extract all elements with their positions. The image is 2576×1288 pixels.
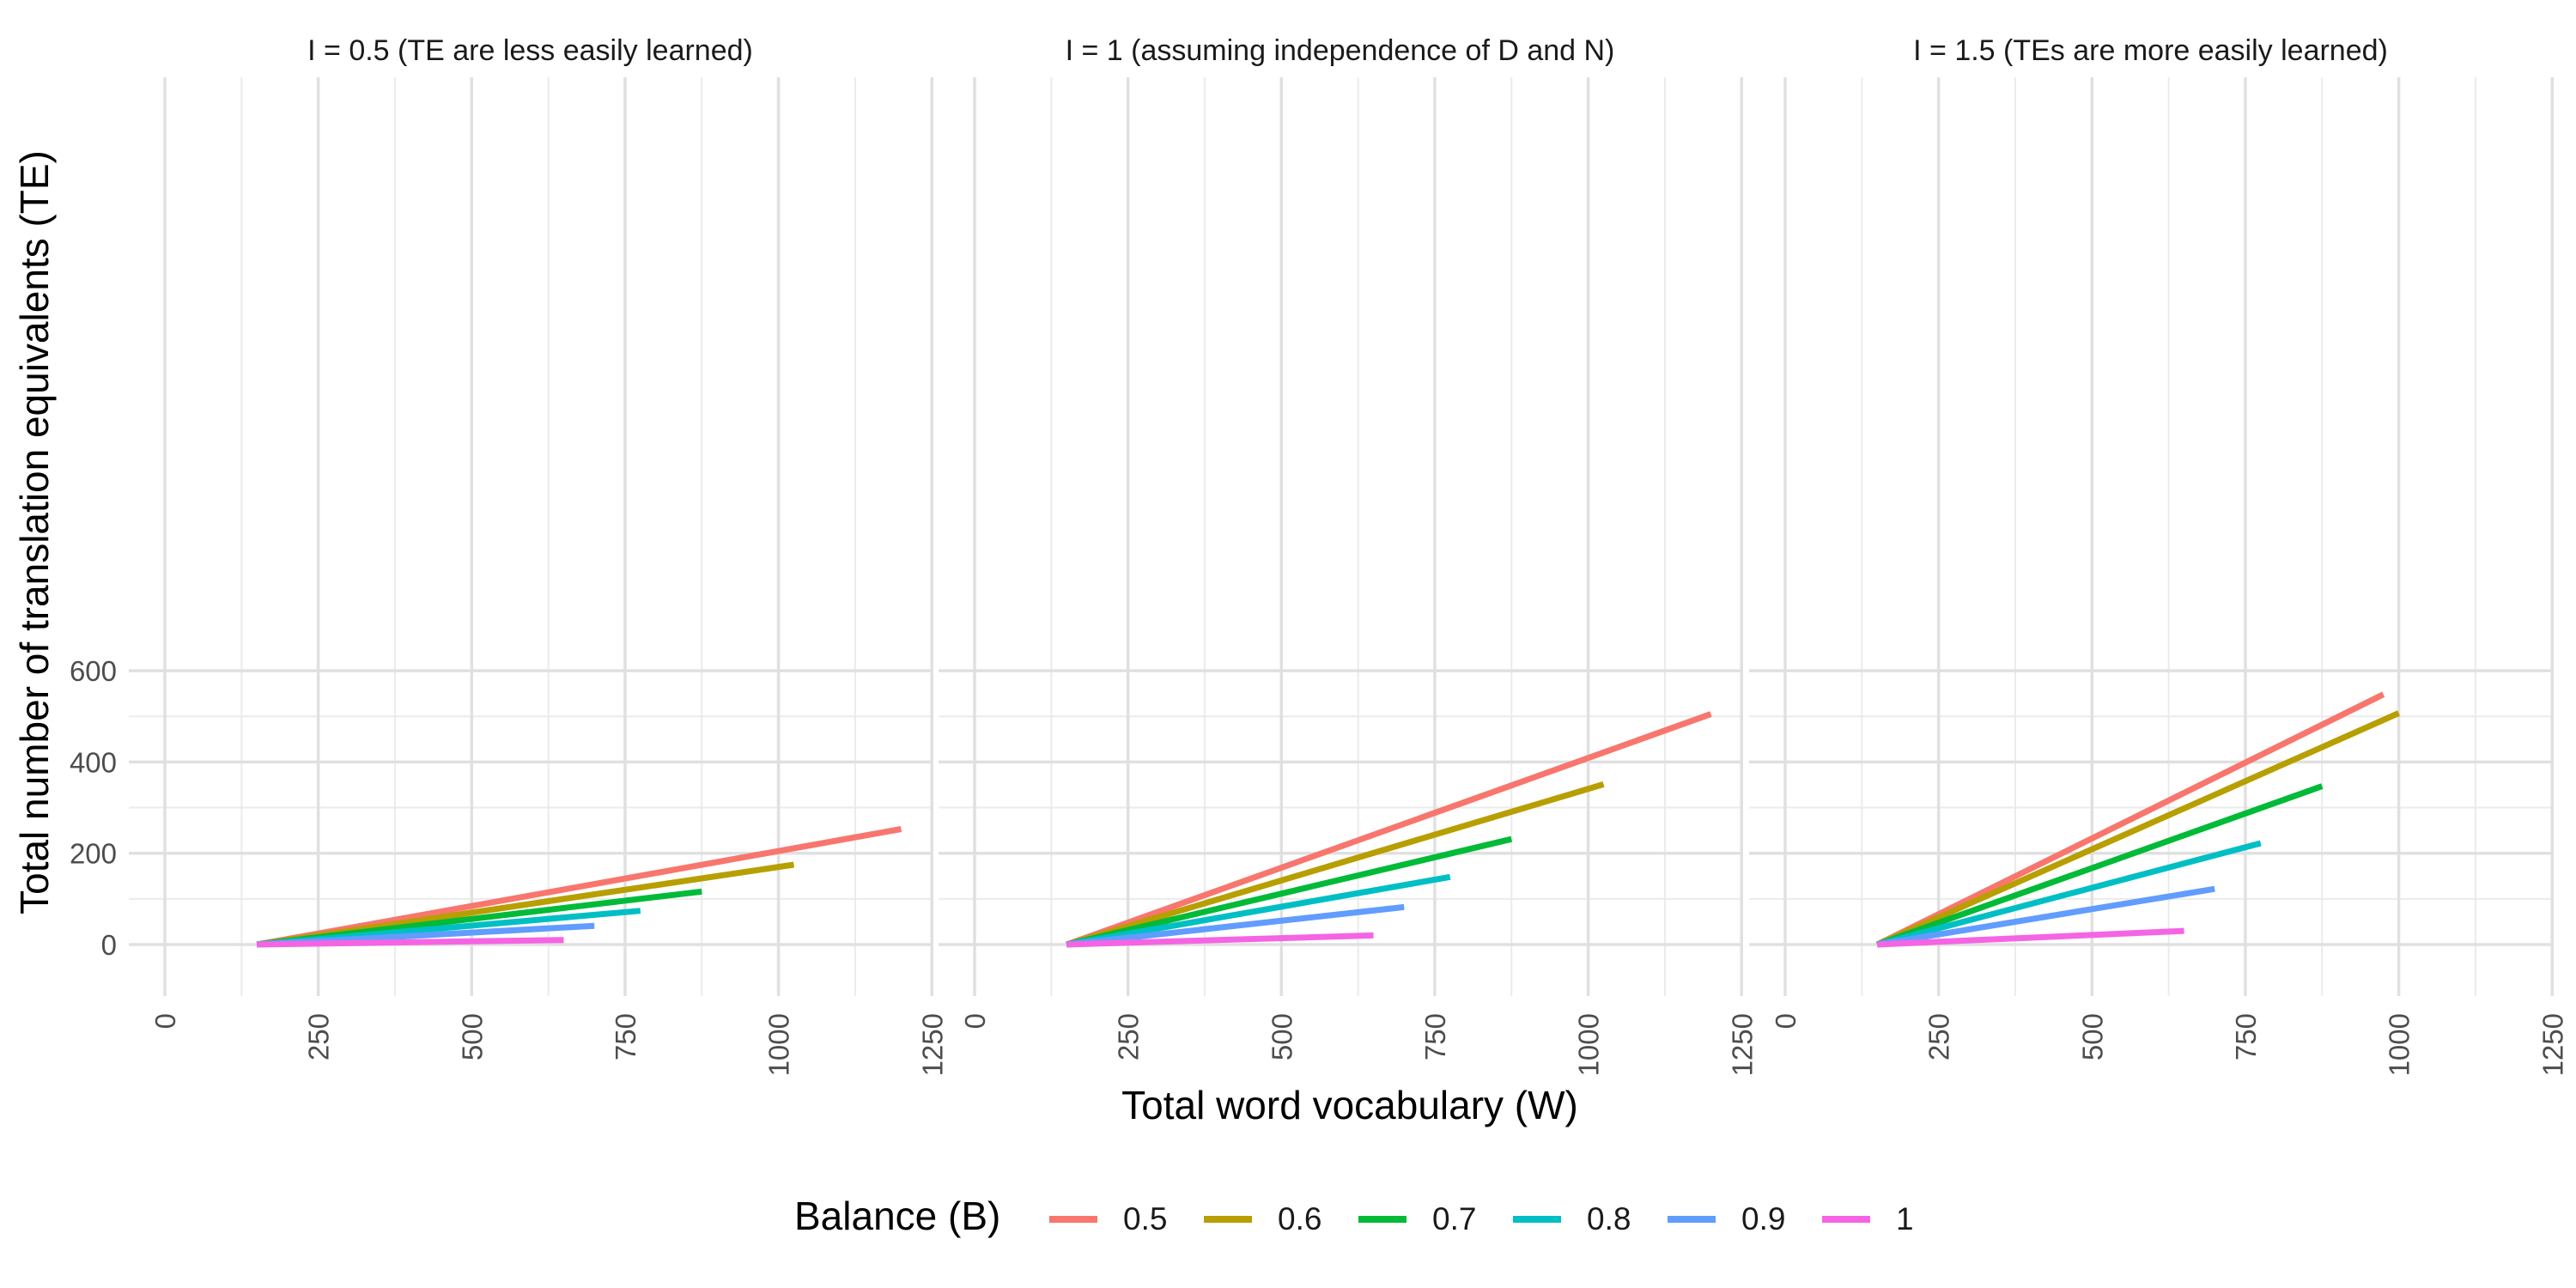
x-tick-label: 0 [1770,1013,1801,1029]
series-line-0-8 [1876,840,2262,948]
x-tick-label: 500 [456,1013,488,1060]
series-line-0-8 [1066,873,1451,948]
series-line-1 [1066,932,1374,948]
series-line-0-5 [256,826,902,948]
y-tick-label: 400 [70,746,117,778]
x-tick-label: 1250 [2537,1013,2568,1076]
legend-label: 1 [1896,1201,1914,1236]
x-tick-label: 250 [303,1013,335,1060]
panels-layer: I = 0.5 (TE are less easily learned) 0 250… [70,34,2568,1076]
x-tick-label: 500 [2076,1013,2108,1060]
x-tick-label: 1000 [763,1013,795,1076]
x-tick-label: 1250 [1726,1013,1758,1076]
panel-title: I = 1.5 (TEs are more easily learned) [1913,34,2388,67]
x-tick-label: 250 [1923,1013,1955,1060]
series-line-0-9 [1066,903,1405,948]
y-tick-label: 200 [70,838,117,870]
series-line-0-6 [1066,781,1605,948]
y-tick-label: 0 [101,929,117,961]
series-line-0-7 [1876,783,2324,948]
panel-title: I = 0.5 (TE are less easily learned) [307,34,753,67]
x-tick-label: 1000 [2384,1013,2415,1076]
x-tick-label: 750 [2230,1013,2262,1060]
legend-label: 0.5 [1123,1201,1167,1236]
legend-title: Balance (B) [794,1194,1000,1238]
x-tick-label: 750 [610,1013,641,1060]
panel-1: I = 0.5 (TE are less easily learned) 0 250… [70,34,948,1076]
x-tick-label: 500 [1266,1013,1297,1060]
panel-title: I = 1 (assuming independence of D and N) [1066,34,1615,67]
legend-label: 0.7 [1432,1201,1476,1236]
x-tick-label: 0 [149,1013,181,1029]
series-line-0-9 [1876,885,2215,948]
series-line-0-5 [1066,711,1712,948]
legend-label: 0.9 [1741,1201,1785,1236]
x-tick-label: 250 [1113,1013,1145,1060]
y-axis-title: Total number of translation equivalents … [12,150,57,914]
panel-3: I = 1.5 (TEs are more easily learned) 0 25… [1749,34,2568,1076]
series-line-1 [1877,927,2184,948]
legend: Balance (B) 0.5 0.6 0.7 0.8 0.9 1 [794,1194,1914,1238]
y-tick-label: 600 [70,655,117,687]
x-tick-label: 1250 [916,1013,948,1076]
series-line-0-7 [1066,835,1513,948]
series-line-1 [257,937,564,948]
legend-label: 0.8 [1587,1201,1631,1236]
x-tick-label: 1000 [1573,1013,1605,1076]
x-tick-label: 0 [959,1013,991,1029]
series-line-0-6 [1875,710,2401,948]
panel-2: I = 1 (assuming independence of D and N)… [939,34,1758,1076]
legend-label: 0.6 [1278,1201,1321,1236]
x-tick-label: 750 [1419,1013,1451,1060]
series-line-0-5 [1875,691,2385,948]
x-axis-title: Total word vocabulary (W) [1121,1083,1578,1127]
